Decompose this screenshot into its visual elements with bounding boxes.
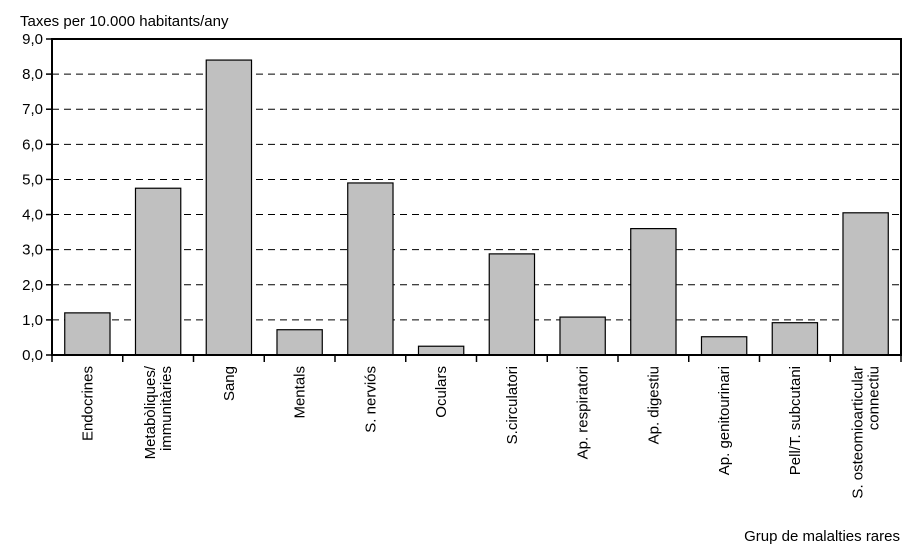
x-ticks: [51, 355, 902, 362]
x-tick-label-line: Ap. genitourinari: [716, 366, 733, 475]
x-tick-label-line: S. nerviós: [362, 366, 379, 433]
x-tick-label-line: Pell/T. subcutani: [787, 366, 804, 475]
y-tick-label: 5,0: [22, 171, 43, 188]
x-tick-label: Ap. respiratori: [575, 366, 592, 459]
bar: [276, 329, 323, 356]
y-tick-label: 8,0: [22, 66, 43, 83]
bar: [559, 316, 606, 356]
bar: [630, 228, 677, 356]
y-tick-label: 1,0: [22, 312, 43, 329]
bar: [205, 59, 253, 356]
bars: [64, 59, 889, 356]
x-tick-label-line: Sang: [221, 366, 238, 401]
x-tick-label: S.circulatori: [504, 366, 521, 444]
bar: [700, 336, 748, 356]
x-tick-label-line: Ap. respiratori: [575, 366, 592, 459]
y-tick-label: 2,0: [22, 277, 43, 294]
x-tick-label: Sang: [221, 366, 238, 401]
y-tick-label: 3,0: [22, 242, 43, 259]
x-tick-label-line: Ap. digestiu: [645, 366, 662, 444]
x-tick-label-line: S. osteomioarticular: [850, 366, 867, 499]
y-tick-label: 7,0: [22, 101, 43, 118]
x-axis-title: Grup de malalties rares: [744, 528, 900, 545]
bar: [488, 253, 536, 356]
bar: [134, 187, 182, 356]
x-tick-label: S. nerviós: [362, 366, 379, 433]
x-tick-label: Endocrines: [79, 366, 96, 441]
grid-lines: [52, 73, 901, 321]
x-tick-label: Oculars: [433, 366, 450, 418]
x-tick-label: Mentals: [292, 366, 309, 419]
x-tick-label: Pell/T. subcutani: [787, 366, 804, 475]
y-axis-title: Taxes per 10.000 habitants/any: [20, 13, 229, 30]
x-tick-label-line: immunitàries: [158, 366, 175, 451]
bar: [64, 312, 111, 356]
x-tick-label: Ap. genitourinari: [716, 366, 733, 475]
y-tick-label: 0,0: [22, 347, 43, 364]
y-ticks: 0,0 1,0 2,0 3,0 4,0 5,0 6,0 7,0 8,0 9,0: [22, 31, 52, 364]
x-tick-labels: Endocrines Metabòliques/immunitàries Sang M…: [79, 365, 882, 498]
x-tick-label-line: connectiu: [866, 366, 883, 430]
bar: [842, 212, 889, 356]
plot-frame: [51, 38, 902, 356]
x-tick-label-line: Mentals: [292, 366, 309, 419]
x-tick-label-line: Metabòliques/: [142, 365, 159, 459]
y-tick-label: 9,0: [22, 31, 43, 48]
x-tick-label-line: Endocrines: [79, 366, 96, 441]
bar: [417, 345, 465, 356]
x-tick-label-line: Oculars: [433, 366, 450, 418]
y-tick-label: 4,0: [22, 207, 43, 224]
y-tick-label: 6,0: [22, 136, 43, 153]
x-tick-label: Ap. digestiu: [645, 366, 662, 444]
x-tick-label: Metabòliques/immunitàries: [142, 365, 175, 459]
x-tick-label: S. osteomioarticular connectiu: [850, 366, 883, 499]
x-tick-label-line: S.circulatori: [504, 366, 521, 444]
bar: [347, 182, 394, 356]
bar: [771, 322, 819, 356]
